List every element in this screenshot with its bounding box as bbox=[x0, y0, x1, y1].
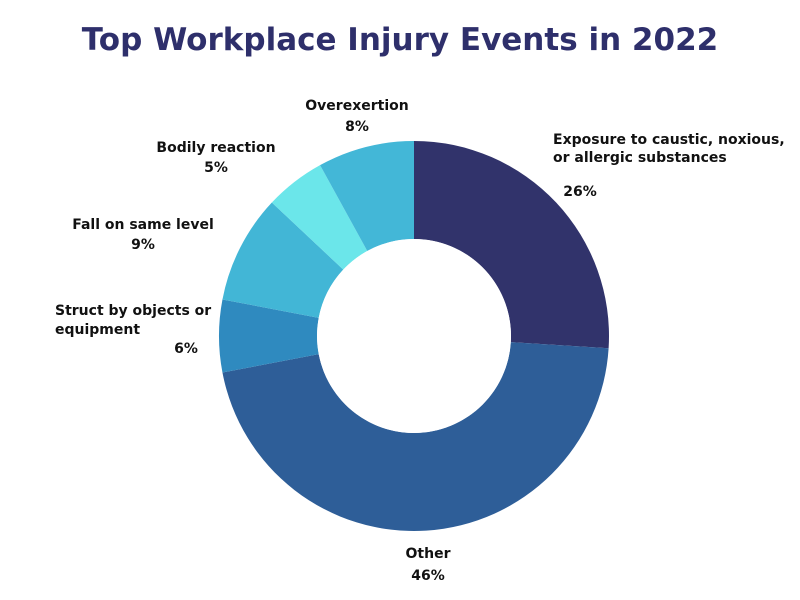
slice-1 bbox=[222, 342, 609, 532]
slice-value-label-2: 6% bbox=[174, 341, 198, 357]
slice-label-2-line-1: equipment bbox=[55, 322, 140, 338]
slice-label-0-line-1: or allergic substances bbox=[553, 150, 727, 166]
slice-label-1-line-0: Other bbox=[406, 546, 451, 562]
slices-group bbox=[219, 141, 609, 532]
slice-2 bbox=[219, 299, 319, 373]
slice-0 bbox=[414, 141, 609, 349]
chart-title: Top Workplace Injury Events in 2022 bbox=[81, 22, 719, 58]
slice-value-label-1: 46% bbox=[411, 568, 445, 584]
slice-label-0-line-0: Exposure to caustic, noxious, bbox=[553, 132, 785, 148]
slice-4 bbox=[271, 165, 368, 270]
slice-label-4-line-0: Bodily reaction bbox=[156, 140, 275, 156]
slice-value-label-5: 8% bbox=[345, 119, 369, 135]
slice-label-2-line-0: Struct by objects or bbox=[55, 303, 211, 319]
labels-group: Exposure to caustic, noxious, or allergic… bbox=[55, 98, 785, 584]
slice-5 bbox=[320, 141, 414, 251]
slice-value-label-4: 5% bbox=[204, 160, 228, 176]
donut-hole bbox=[317, 239, 511, 433]
slice-value-label-3: 9% bbox=[131, 237, 155, 253]
slice-3 bbox=[222, 202, 344, 318]
slice-value-label-0: 26% bbox=[563, 184, 597, 200]
slice-label-3-line-0: Fall on same level bbox=[72, 217, 214, 233]
slice-label-5-line-0: Overexertion bbox=[305, 98, 408, 114]
